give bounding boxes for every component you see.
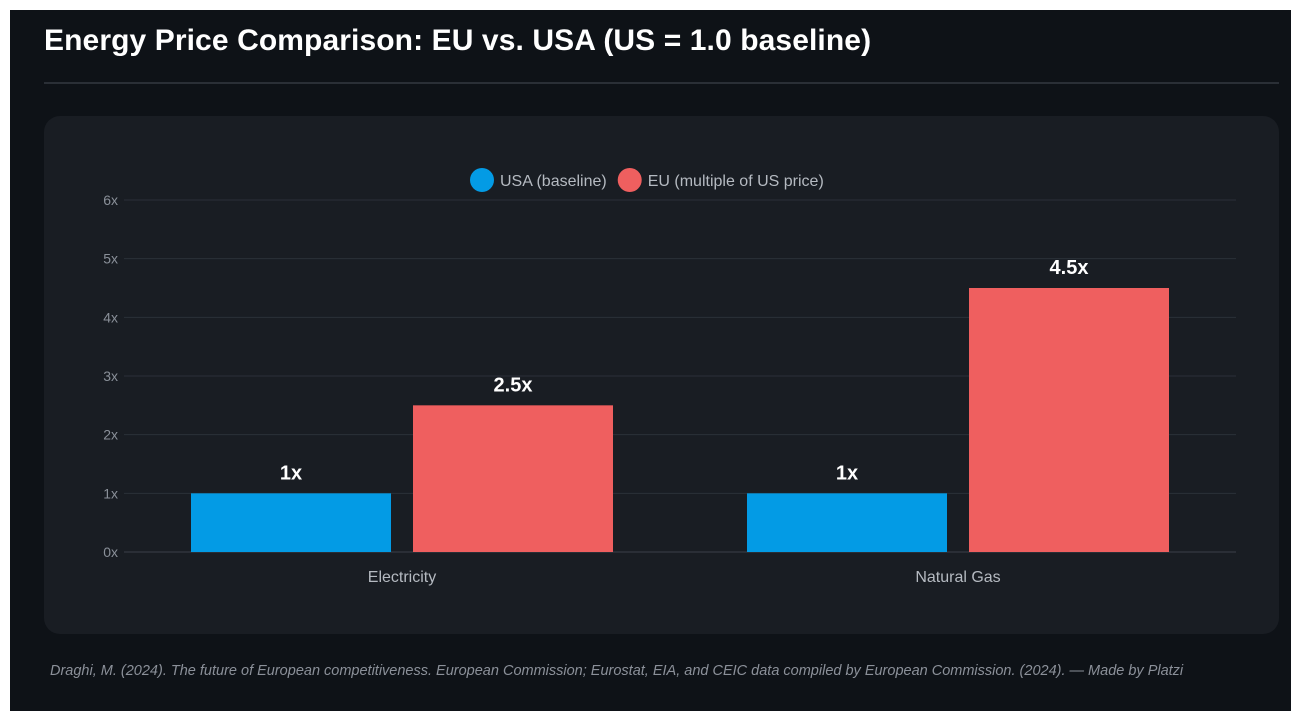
- data-label: 1x: [836, 462, 858, 484]
- y-tick-label: 1x: [103, 485, 118, 501]
- bar-usa: [191, 493, 391, 552]
- y-tick-label: 0x: [103, 544, 118, 560]
- x-tick-label: Electricity: [368, 569, 436, 586]
- legend-swatch: [617, 168, 642, 192]
- chart-title: Energy Price Comparison: EU vs. USA (US …: [44, 24, 872, 57]
- y-tick-label: 3x: [103, 368, 118, 384]
- data-label: 2.5x: [494, 374, 533, 396]
- legend-label: USA (baseline): [500, 173, 607, 190]
- plot-panel: 0x 1x 2x 3x 4x 5x 6x 1x 2.5x Electricity 1x 4.5x Nat…: [44, 116, 1279, 634]
- chart-card: Energy Price Comparison: EU vs. USA (US …: [10, 10, 1291, 711]
- bar-chart: 0x 1x 2x 3x 4x 5x 6x 1x 2.5x Electricity 1x 4.5x Nat…: [103, 168, 1236, 586]
- legend-label: EU (multiple of US price): [648, 173, 824, 190]
- bar-eu: [413, 405, 613, 552]
- legend-swatch: [470, 168, 494, 192]
- bar-usa: [747, 493, 947, 552]
- y-tick-label: 2x: [103, 427, 118, 443]
- data-label: 1x: [280, 462, 302, 484]
- source-note: Draghi, M. (2024). The future of Europea…: [50, 663, 1184, 679]
- y-tick-label: 5x: [103, 251, 118, 267]
- x-tick-label: Natural Gas: [915, 569, 1000, 586]
- data-label: 4.5x: [1050, 257, 1089, 279]
- y-tick-label: 4x: [103, 309, 118, 325]
- title-divider: [44, 82, 1279, 84]
- y-tick-label: 6x: [103, 192, 118, 208]
- bar-eu: [969, 288, 1169, 552]
